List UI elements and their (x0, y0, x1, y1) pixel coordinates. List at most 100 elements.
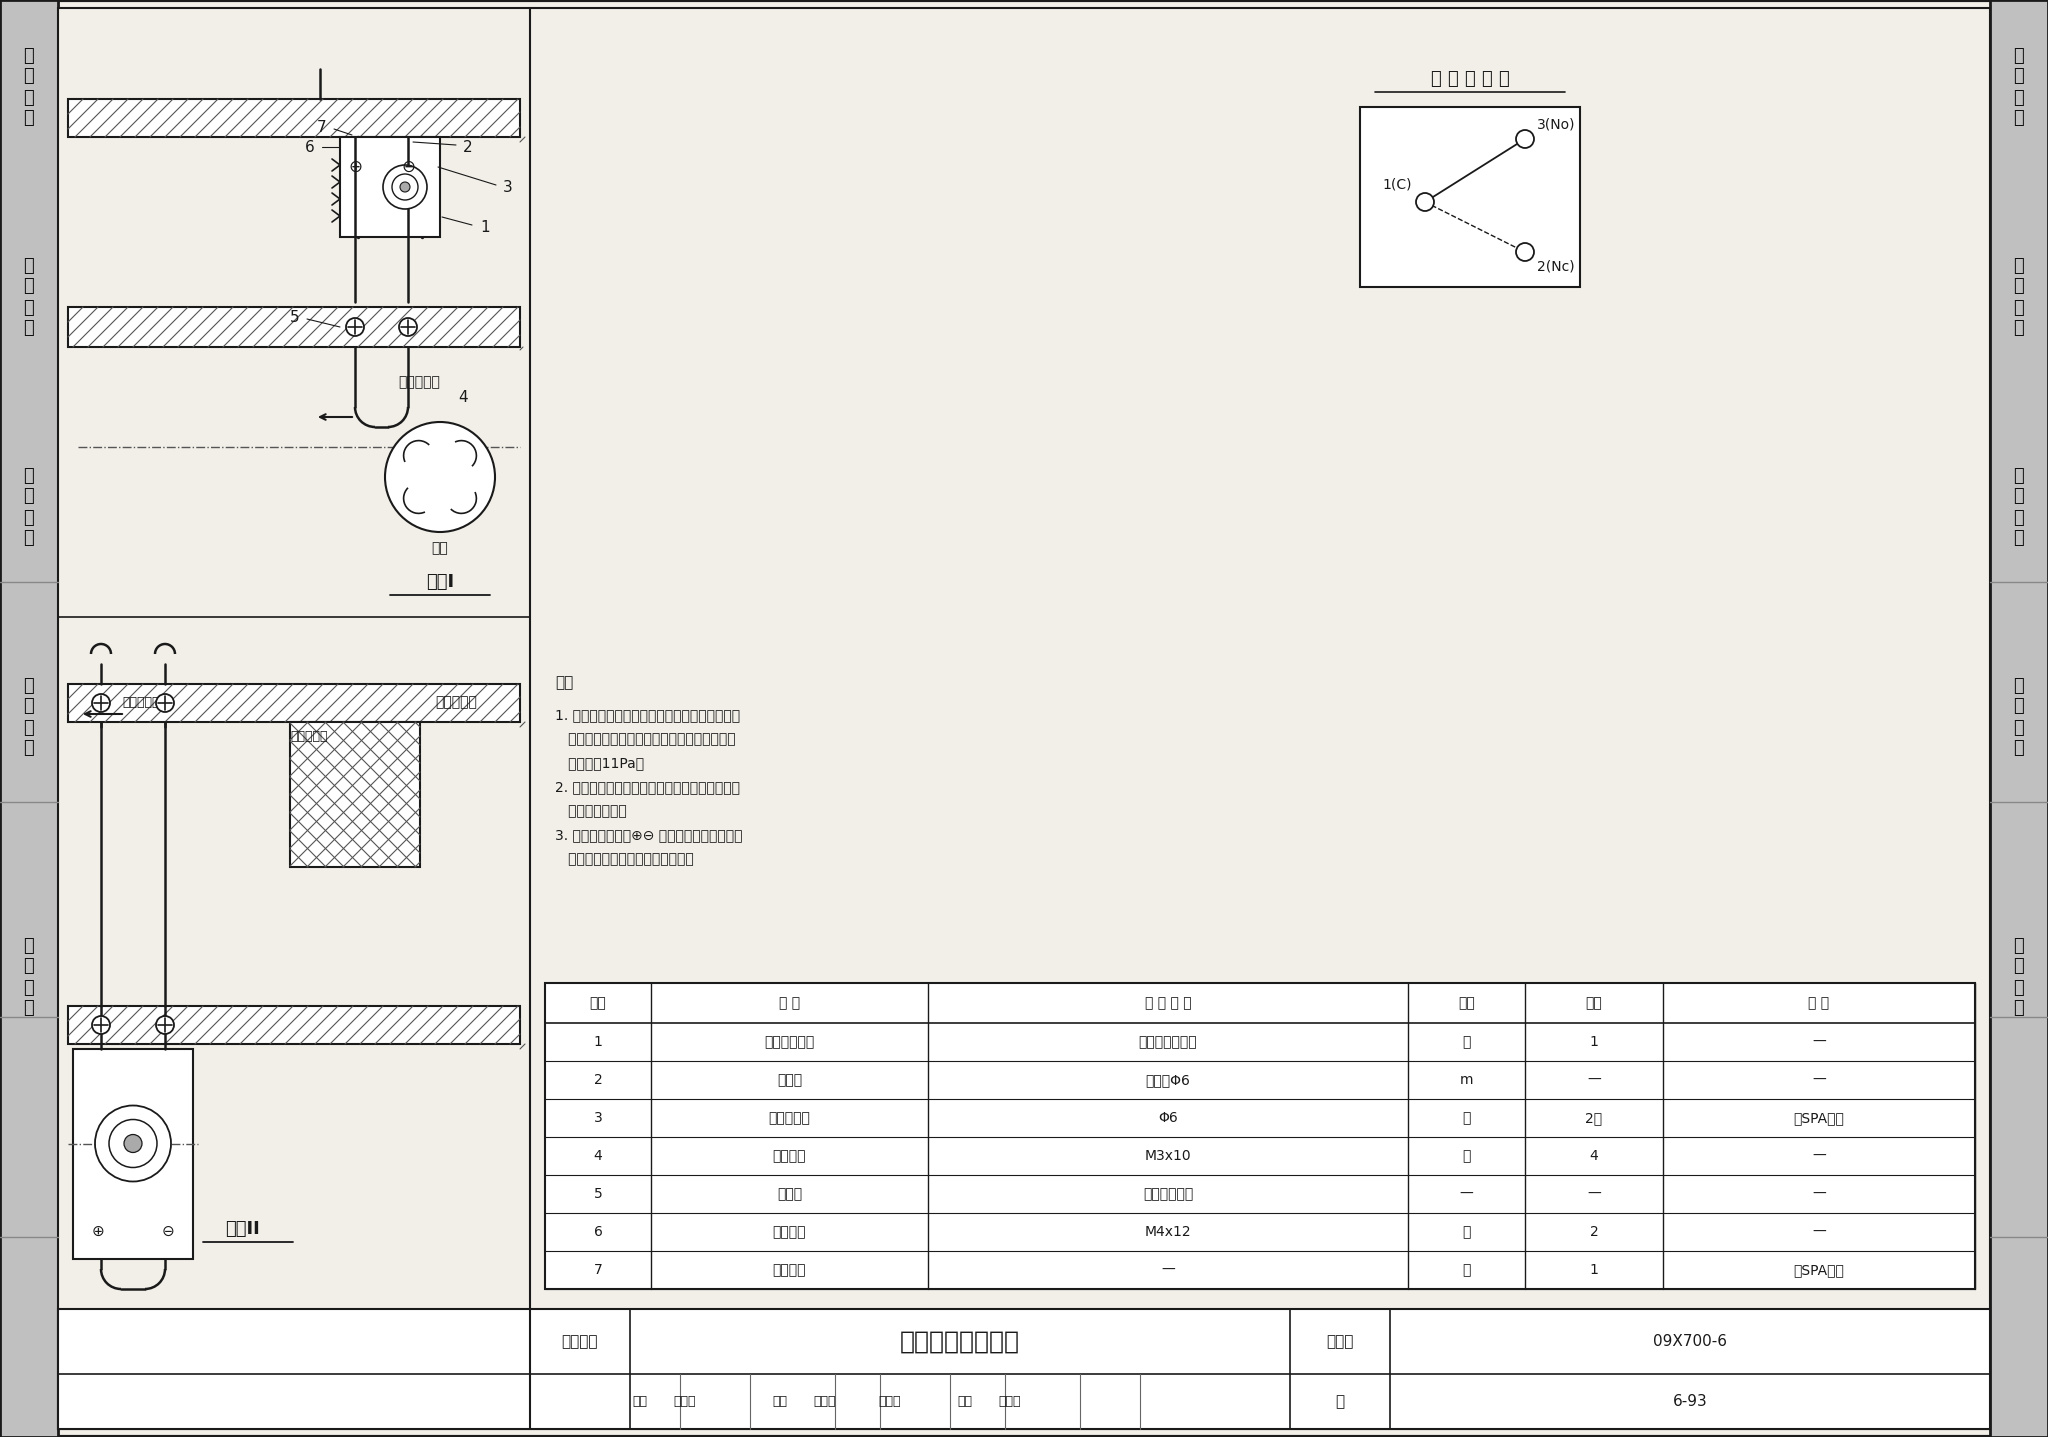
Text: 3: 3 (504, 180, 512, 194)
Circle shape (125, 1134, 141, 1152)
Text: 防: 防 (25, 937, 35, 954)
Text: 1: 1 (594, 1035, 602, 1049)
Circle shape (383, 165, 426, 208)
Text: 1(C): 1(C) (1382, 177, 1411, 191)
Text: 线: 线 (25, 487, 35, 506)
Circle shape (1415, 193, 1434, 211)
Bar (68, 308, 520, 346)
Text: 3: 3 (594, 1111, 602, 1125)
Text: 机: 机 (2013, 46, 2023, 65)
Text: 地: 地 (25, 1000, 35, 1017)
Bar (1991, 0, 2048, 1437)
Bar (68, 684, 520, 721)
Text: 1: 1 (479, 220, 489, 234)
Text: 设: 设 (2013, 529, 2023, 547)
Text: 09X700-6: 09X700-6 (1653, 1334, 1726, 1349)
Text: 个: 个 (1462, 1224, 1470, 1239)
Bar (74, 1049, 193, 1259)
Circle shape (346, 318, 365, 336)
Text: 1. 空气压差开关取样口宜垂直安装，如果水平安: 1. 空气压差开关取样口宜垂直安装，如果水平安 (555, 708, 739, 721)
Text: 装: 装 (25, 740, 35, 757)
Text: 雷: 雷 (2013, 957, 2023, 976)
Text: 房: 房 (25, 68, 35, 85)
Bar (57, 1309, 1991, 1428)
Text: 程: 程 (25, 109, 35, 128)
Text: 电: 电 (25, 299, 35, 316)
Text: 雷: 雷 (25, 957, 35, 976)
Text: 源: 源 (2013, 319, 2023, 338)
Text: 防: 防 (2013, 937, 2023, 954)
Text: 缆: 缆 (25, 467, 35, 484)
Text: 敏: 敏 (2013, 509, 2023, 526)
Text: 机: 机 (25, 46, 35, 65)
Circle shape (385, 422, 496, 532)
Text: 空调机内部: 空调机内部 (434, 696, 477, 708)
Text: 3(No): 3(No) (1536, 116, 1575, 131)
Text: ⊖: ⊖ (401, 158, 416, 175)
Text: 4: 4 (1589, 1150, 1597, 1163)
Circle shape (391, 174, 418, 200)
Text: 6: 6 (594, 1224, 602, 1239)
Text: 供: 供 (2013, 256, 2023, 274)
Text: 堵塞空气流通。: 堵塞空气流通。 (555, 803, 627, 818)
Bar (0, 0, 57, 1437)
Text: 接: 接 (2013, 979, 2023, 996)
Text: 工: 工 (2013, 89, 2023, 106)
Text: 密封胶: 密封胶 (776, 1187, 803, 1201)
Text: 6-93: 6-93 (1673, 1394, 1708, 1410)
Text: 2(Nc): 2(Nc) (1536, 260, 1575, 274)
Text: —: — (1161, 1263, 1176, 1277)
Text: 2. 导气塑料管长度应留有一定弧度，防止弯曲时: 2. 导气塑料管长度应留有一定弧度，防止弯曲时 (555, 780, 739, 795)
Text: 缆: 缆 (2013, 467, 2023, 484)
Text: 随SPA供货: 随SPA供货 (1794, 1263, 1845, 1277)
Text: 注：: 注： (555, 675, 573, 691)
Circle shape (94, 1105, 170, 1181)
Text: 5: 5 (594, 1187, 602, 1201)
Text: 数量: 数量 (1585, 996, 1602, 1010)
Text: —: — (1812, 1035, 1827, 1049)
Text: 安装支架: 安装支架 (772, 1263, 807, 1277)
Text: ⊖: ⊖ (162, 1223, 174, 1239)
Text: 设: 设 (2013, 677, 2023, 694)
Circle shape (92, 694, 111, 711)
Circle shape (92, 1016, 111, 1035)
Bar (1360, 106, 1579, 287)
Text: ⊕: ⊕ (92, 1223, 104, 1239)
Text: 由工程设计确定: 由工程设计确定 (1139, 1035, 1198, 1049)
Text: 电: 电 (25, 277, 35, 296)
Text: 4: 4 (459, 389, 467, 404)
Text: 工: 工 (25, 89, 35, 106)
Text: 1: 1 (1589, 1263, 1597, 1277)
Bar (68, 1006, 520, 1045)
Text: 设: 设 (25, 529, 35, 547)
Text: 董国民: 董国民 (999, 1395, 1022, 1408)
Text: 线: 线 (2013, 487, 2023, 506)
Text: 审核: 审核 (633, 1395, 647, 1408)
Circle shape (399, 182, 410, 193)
Text: 宏宣同: 宏宣同 (813, 1395, 836, 1408)
Text: 李雪佩: 李雪佩 (674, 1395, 696, 1408)
Text: 空调机内部: 空调机内部 (397, 375, 440, 389)
Text: 套: 套 (1462, 1111, 1470, 1125)
Text: 备 注: 备 注 (1808, 996, 1829, 1010)
Text: 方案II: 方案II (225, 1220, 260, 1239)
Text: 安: 安 (2013, 718, 2023, 737)
Text: 程: 程 (2013, 109, 2023, 128)
Bar (291, 721, 420, 867)
Circle shape (399, 318, 418, 336)
Text: 导气管: 导气管 (776, 1073, 803, 1086)
Text: 装，则动作压力与复位压力相比所显示的标定: 装，则动作压力与复位压力相比所显示的标定 (555, 731, 735, 746)
Text: 2: 2 (1589, 1224, 1597, 1239)
Text: 空气压差开关: 空气压差开关 (764, 1035, 815, 1049)
Text: 1: 1 (1589, 1035, 1597, 1049)
Text: 空气过滤器: 空气过滤器 (291, 730, 328, 743)
Text: 敏: 敏 (25, 509, 35, 526)
Text: 序号: 序号 (590, 996, 606, 1010)
Text: —: — (1812, 1150, 1827, 1163)
Text: 空气压差开关安装: 空气压差开关安装 (899, 1329, 1020, 1354)
Text: 开 关 接 线 图: 开 关 接 线 图 (1432, 70, 1509, 88)
Text: 装: 装 (2013, 740, 2023, 757)
Text: 4: 4 (594, 1150, 602, 1163)
Text: 2: 2 (594, 1073, 602, 1086)
Text: 塑料管Φ6: 塑料管Φ6 (1145, 1073, 1190, 1086)
